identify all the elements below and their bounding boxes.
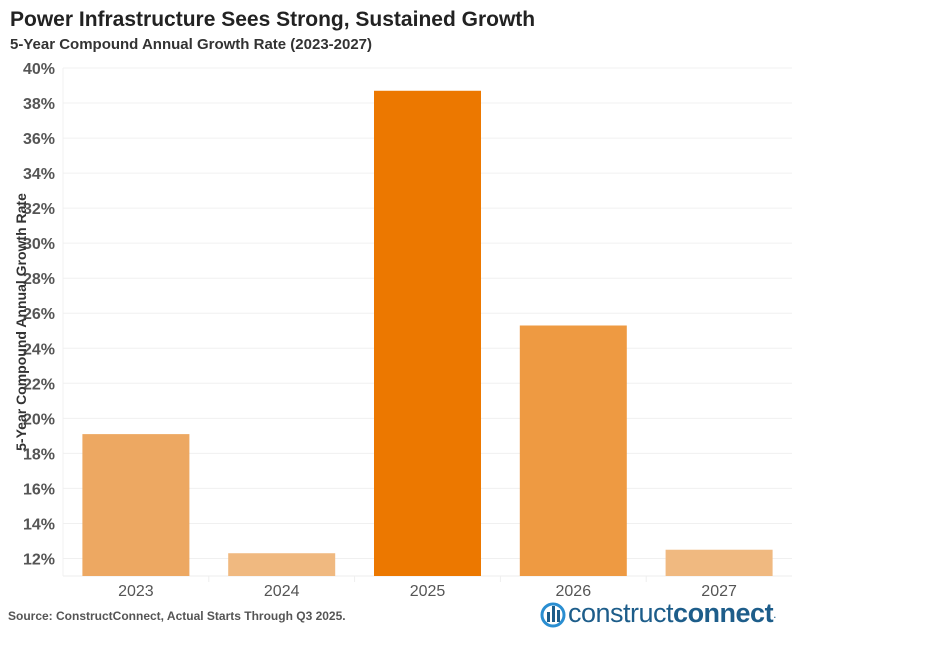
x-tick-label: 2025 xyxy=(410,583,446,600)
chart-subtitle: 5-Year Compound Annual Growth Rate (2023… xyxy=(10,36,373,53)
y-tick-label: 14% xyxy=(23,516,55,533)
bar-2024 xyxy=(228,553,336,576)
y-tick-label: 22% xyxy=(23,376,55,393)
chart-title: Power Infrastructure Sees Strong, Sustai… xyxy=(10,8,536,31)
y-tick-label: 24% xyxy=(23,341,55,358)
x-tick-label: 2023 xyxy=(118,583,154,600)
constructconnect-logo: construct connect. xyxy=(538,598,776,629)
x-tick-label: 2027 xyxy=(701,583,737,600)
bar-2027 xyxy=(665,549,773,576)
logo-text-bold: connect xyxy=(673,598,774,628)
y-axis-label: 5-Year Compound Annual Growth Rate xyxy=(13,193,29,451)
y-tick-label: 36% xyxy=(23,131,55,148)
y-tick-label: 18% xyxy=(23,446,55,463)
y-tick-label: 32% xyxy=(23,201,55,218)
logo-mark-icon xyxy=(540,602,566,627)
y-tick-label: 16% xyxy=(23,481,55,498)
y-tick-label: 28% xyxy=(23,271,55,288)
x-tick-label: 2024 xyxy=(264,583,300,600)
y-tick-label: 30% xyxy=(23,236,55,253)
y-tick-label: 12% xyxy=(23,551,55,568)
x-tick-label: 2026 xyxy=(556,583,592,600)
bar-2025 xyxy=(374,90,481,577)
y-tick-label: 20% xyxy=(23,411,55,428)
logo-text-light: construct xyxy=(568,598,674,628)
bar-2026 xyxy=(519,325,627,576)
y-tick-label: 26% xyxy=(23,306,55,323)
source-note: Source: ConstructConnect, Actual Starts … xyxy=(8,609,346,623)
bar-2023 xyxy=(82,434,190,576)
y-tick-label: 34% xyxy=(23,166,55,183)
y-tick-label: 38% xyxy=(23,96,55,113)
y-tick-label: 40% xyxy=(23,61,55,78)
